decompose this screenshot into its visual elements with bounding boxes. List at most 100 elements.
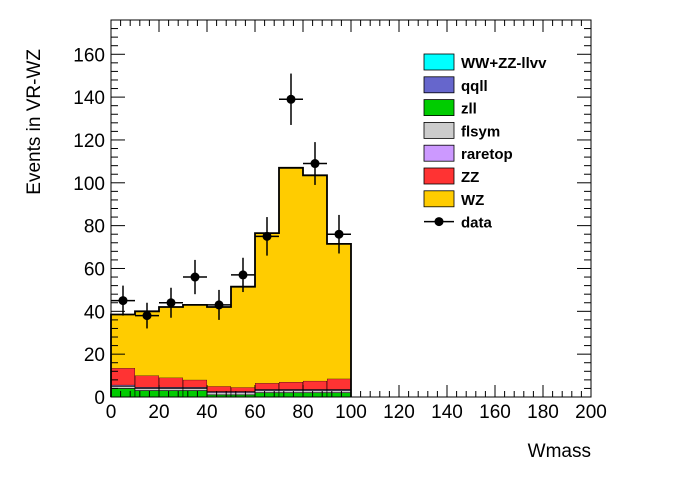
bar-flsym-1: [134, 388, 160, 391]
bar-zll-8: [302, 392, 328, 398]
stacked-bars: [110, 167, 352, 398]
data-points: [111, 73, 351, 329]
bar-zll-9: [326, 392, 352, 398]
legend-swatch-raretop: [423, 144, 455, 162]
legend-label-zll: zll: [461, 101, 477, 118]
data-point-9: [327, 214, 351, 254]
bar-flsym-7: [278, 390, 304, 394]
x-tick-label-60: 60: [244, 402, 265, 423]
bar-flsym-4: [206, 392, 232, 396]
y-tick-label-80: 80: [84, 217, 105, 238]
bar-flsym-3: [182, 388, 208, 391]
data-point-7: [279, 73, 303, 125]
x-tick-label-140: 140: [431, 402, 463, 423]
y-tick-label-120: 120: [73, 131, 105, 152]
y-tick-label-20: 20: [84, 345, 105, 366]
bar-wz-0: [111, 314, 135, 369]
bar-zz-7: [278, 381, 304, 390]
bar-zz-5: [230, 387, 256, 392]
bar-zll-7: [278, 392, 304, 398]
data-point-3: [183, 259, 207, 295]
data-marker-6: [262, 231, 272, 241]
x-tick-label-20: 20: [148, 402, 169, 423]
x-tick-label-180: 180: [527, 402, 559, 423]
legend-label-ww-zz-llvv: WW+ZZ-llvv: [461, 55, 547, 72]
x-tick-label-120: 120: [383, 402, 415, 423]
x-tick-label-100: 100: [335, 402, 367, 423]
legend-label-data: data: [461, 215, 493, 232]
legend: WW+ZZ-llvv qqll zll flsym raretop ZZ WZ data: [423, 53, 547, 232]
x-axis-title: Wmass: [528, 441, 591, 462]
x-tick-label-200: 200: [575, 402, 607, 423]
legend-label-flsym: flsym: [461, 123, 500, 140]
legend-swatch-flsym: [423, 122, 455, 139]
bar-wz-6: [255, 233, 279, 384]
bar-wz-3: [183, 304, 207, 380]
data-marker-3: [190, 272, 200, 282]
legend-label-wz: WZ: [461, 192, 484, 209]
data-point-2: [159, 287, 183, 318]
bar-zll-1: [134, 390, 160, 398]
bar-zz-0: [110, 367, 136, 386]
bar-zz-4: [206, 385, 232, 392]
bar-zll-0: [110, 388, 136, 398]
data-point-5: [231, 257, 255, 293]
bar-wz-5: [231, 286, 255, 388]
bar-zz-3: [182, 379, 208, 388]
bar-wz-4: [207, 307, 231, 387]
x-tick-label-40: 40: [196, 402, 217, 423]
legend-swatch-zll: [423, 99, 455, 116]
bar-flsym-5: [230, 392, 256, 396]
legend-swatch-zz: [423, 167, 455, 185]
y-tick-label-100: 100: [73, 174, 105, 195]
legend-label-qqll: qqll: [461, 78, 488, 95]
data-point-6: [255, 217, 279, 256]
y-tick-label-160: 160: [73, 45, 105, 66]
data-marker-7: [286, 94, 296, 104]
bar-wz-8: [303, 175, 327, 381]
bar-wz-7: [279, 167, 303, 383]
data-point-8: [303, 142, 327, 185]
bar-zll-6: [254, 392, 280, 398]
legend-swatch-wz: [423, 190, 455, 208]
data-marker-5: [238, 270, 248, 280]
bar-flsym-8: [302, 390, 328, 394]
bar-zll-3: [182, 390, 208, 398]
bar-zz-6: [254, 382, 280, 390]
legend-swatch-qqll: [423, 76, 455, 94]
data-marker-9: [334, 229, 344, 239]
bar-zz-1: [134, 375, 160, 388]
y-tick-label-140: 140: [73, 88, 105, 109]
legend-swatch-ww-zz-llvv: [423, 53, 455, 71]
data-marker-0: [118, 296, 128, 306]
bar-zz-8: [302, 380, 328, 390]
data-point-1: [135, 302, 159, 329]
data-marker-1: [142, 311, 152, 321]
bar-zll-2: [158, 390, 184, 398]
bar-zz-2: [158, 377, 184, 388]
x-tick-label-0: 0: [106, 402, 117, 423]
x-tick-label-80: 80: [292, 402, 313, 423]
data-marker-2: [166, 298, 176, 308]
data-point-4: [207, 289, 231, 320]
y-tick-label-60: 60: [84, 259, 105, 280]
bar-wz-2: [159, 307, 183, 378]
legend-label-zz: ZZ: [461, 169, 479, 186]
y-axis-title: Events in VR-WZ: [24, 49, 45, 195]
axis-ticks: 0 20 40 60 80 100 120 140 160 180 200 0 20 40 60 80 100 1…: [73, 20, 607, 423]
bar-zz-9: [326, 378, 352, 390]
data-point-0: [111, 285, 135, 316]
data-marker-4: [214, 300, 224, 310]
data-marker-8: [310, 159, 320, 169]
y-tick-label-40: 40: [84, 302, 105, 323]
legend-data-marker: [434, 217, 444, 227]
bar-flsym-6: [254, 390, 280, 394]
legend-label-raretop: raretop: [461, 146, 513, 163]
y-tick-label-0: 0: [94, 388, 105, 409]
bar-wz-9: [327, 243, 351, 379]
x-tick-label-160: 160: [479, 402, 511, 423]
bar-flsym-9: [326, 390, 352, 394]
bar-flsym-2: [158, 388, 184, 391]
